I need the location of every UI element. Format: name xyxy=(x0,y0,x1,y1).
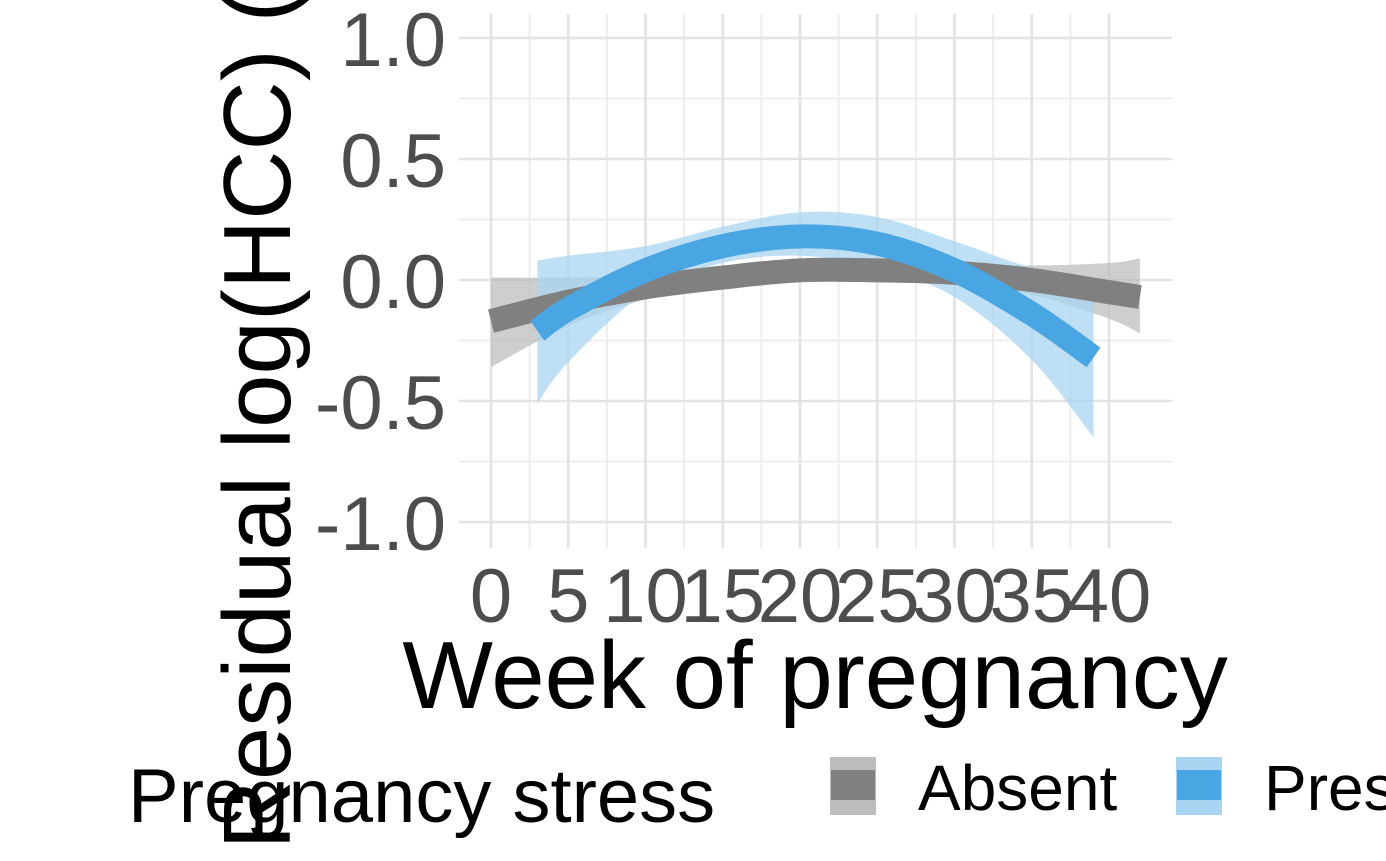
legend-entries: Absent Present xyxy=(830,752,1386,824)
x-tick-label: 30 xyxy=(912,554,997,639)
legend: Pregnancy stress Absent Present xyxy=(128,752,1386,839)
y-axis-title: Residual log(HCC) ( xyxy=(204,0,311,849)
x-tick-label: 25 xyxy=(835,554,920,639)
x-tick-label: 35 xyxy=(989,554,1074,639)
legend-title: Pregnancy stress xyxy=(128,754,715,839)
legend-label-absent: Absent xyxy=(918,752,1117,824)
y-tick-label: -1.0 xyxy=(315,482,446,567)
legend-key-line-absent xyxy=(831,770,875,800)
x-tick-label: 40 xyxy=(1067,554,1152,639)
x-axis-title: Week of pregnancy xyxy=(402,622,1227,729)
series-line-present xyxy=(530,224,1101,368)
legend-label-present: Present xyxy=(1264,752,1386,824)
y-tick-label: 0.0 xyxy=(340,240,446,325)
x-tick-label: 5 xyxy=(547,554,589,639)
legend-key-line-present xyxy=(1177,770,1221,800)
series-lines xyxy=(488,224,1142,368)
x-tick-label: 15 xyxy=(680,554,765,639)
x-tick-label: 0 xyxy=(470,554,512,639)
x-tick-label: 20 xyxy=(758,554,843,639)
y-tick-label: 1.0 xyxy=(340,0,446,83)
y-axis-ticks: -1.0 -0.5 0.0 0.5 1.0 xyxy=(315,0,446,567)
x-tick-label: 10 xyxy=(603,554,688,639)
y-tick-label: 0.5 xyxy=(340,119,446,204)
y-tick-label: -0.5 xyxy=(315,361,446,446)
